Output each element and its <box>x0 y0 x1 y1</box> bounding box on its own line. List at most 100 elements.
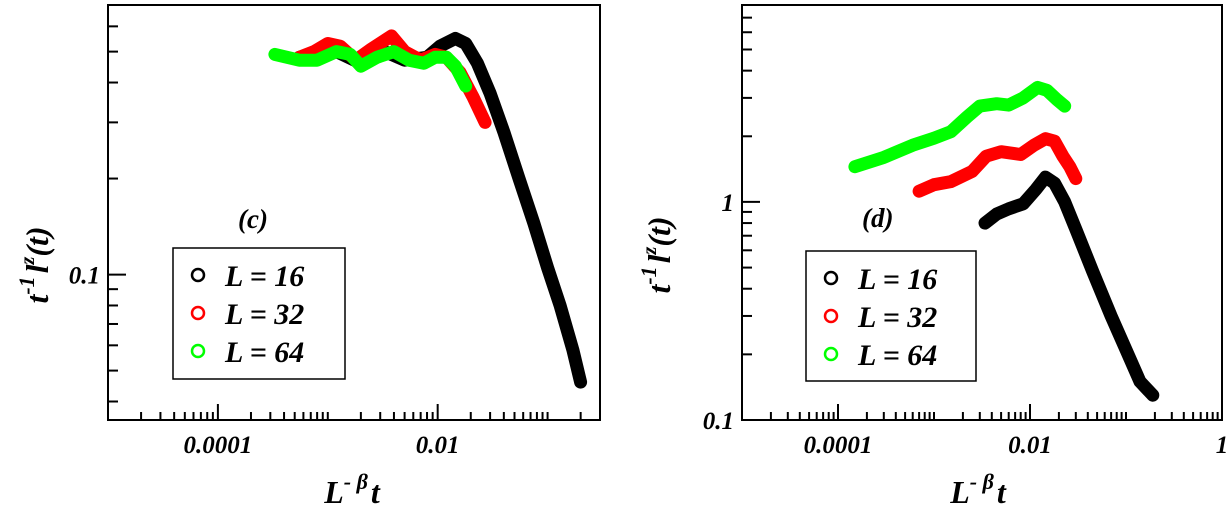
x-axis-label-base: L <box>323 474 344 510</box>
data-point <box>882 156 885 159</box>
legend-label: L = 16 <box>224 260 304 293</box>
legend-marker <box>190 343 206 359</box>
data-point <box>370 47 373 50</box>
data-point <box>518 177 520 180</box>
data-point <box>1055 98 1058 101</box>
legend-label: L = 32 <box>224 298 304 331</box>
x-tick-label: 1 <box>1216 432 1229 459</box>
data-point <box>445 56 448 59</box>
data-point <box>933 183 935 186</box>
y-axis-label-exponent: -1 <box>636 266 661 284</box>
data-point <box>1053 182 1056 185</box>
data-point <box>313 50 316 53</box>
data-point <box>392 50 395 53</box>
data-point <box>579 381 582 384</box>
data-point <box>1019 153 1022 156</box>
x-axis-label-tail: t <box>371 474 381 510</box>
series-line-l64 <box>268 45 473 93</box>
data-point <box>502 130 505 133</box>
data-point <box>984 222 986 225</box>
data-point <box>349 53 352 56</box>
data-point <box>489 92 492 95</box>
panel-label: (c) <box>238 204 268 234</box>
data-point <box>1139 380 1141 383</box>
data-point <box>978 105 981 108</box>
y-axis-label-superscript: z <box>639 246 661 255</box>
x-axis-label-base: L <box>949 474 970 510</box>
y-tick-label: 1 <box>722 190 735 217</box>
data-point <box>1007 104 1010 107</box>
data-point <box>559 304 562 307</box>
data-point <box>933 137 935 140</box>
y-axis-label-tail: (t) <box>641 216 677 246</box>
series-line-l64 <box>848 80 1072 174</box>
x-axis-label-tail: t <box>997 474 1007 510</box>
data-point <box>995 102 998 105</box>
data-point <box>1151 394 1154 397</box>
data-point <box>1045 89 1048 92</box>
data-point <box>464 85 467 87</box>
data-point <box>571 349 574 351</box>
data-point <box>985 155 988 158</box>
data-point <box>949 180 952 183</box>
y-axis-label-exponent: -1 <box>14 276 39 294</box>
x-axis-label-exponent: - β <box>344 469 369 494</box>
data-point <box>439 45 441 48</box>
y-axis-label: t-1 lz(t) <box>14 226 55 303</box>
data-point <box>359 65 362 68</box>
data-point <box>298 59 301 62</box>
data-point <box>532 222 535 225</box>
data-point <box>273 53 276 56</box>
data-point <box>326 42 329 45</box>
data-point <box>1044 176 1047 179</box>
data-point <box>422 62 425 65</box>
data-point <box>949 130 952 133</box>
data-point <box>1044 137 1047 140</box>
data-point <box>1034 188 1037 191</box>
data-point <box>853 165 856 168</box>
legend-label: L = 64 <box>224 336 304 369</box>
data-point <box>335 50 338 53</box>
data-point <box>1000 150 1003 153</box>
data-point <box>1007 207 1010 210</box>
legend-marker <box>823 346 839 362</box>
data-point <box>546 266 549 269</box>
data-point <box>408 59 411 62</box>
data-point <box>476 62 479 65</box>
data-point <box>995 213 998 215</box>
x-tick-label: 0.0001 <box>804 432 873 459</box>
panel-c: 0.0001 0.010.1(c)L = 16L = 32L = 64L- βtt… <box>14 4 601 510</box>
data-point <box>971 170 974 173</box>
x-tick-label: 0.01 <box>416 432 460 459</box>
x-axis-label: L- βt <box>323 469 381 510</box>
data-point <box>472 96 475 99</box>
data-point <box>390 34 393 37</box>
legend-marker <box>190 267 206 283</box>
panel-d: 0.0001 0.01 1 0.1 1 (d) L = 16 L = 32 L = 64 L- β… <box>636 4 1229 510</box>
data-point <box>1036 86 1039 89</box>
data-point <box>464 42 467 45</box>
data-point <box>1074 177 1077 180</box>
panel-label: (d) <box>862 203 893 233</box>
data-point <box>484 121 487 124</box>
series-line-l16 <box>978 170 1160 402</box>
data-point <box>1033 144 1035 147</box>
y-axis-label-mid: l <box>19 264 55 273</box>
data-point <box>1061 155 1064 158</box>
x-axis-label-exponent: - β <box>970 469 995 494</box>
data-point <box>1110 315 1113 317</box>
data-point <box>918 190 921 193</box>
y-axis-label-superscript: z <box>17 256 39 265</box>
y-tick-label: 0.1 <box>703 408 734 435</box>
y-axis-label-tail: (t) <box>19 226 55 256</box>
data-point <box>1022 96 1025 99</box>
legend-marker <box>823 308 839 324</box>
data-point <box>1022 202 1025 205</box>
data-point <box>454 65 457 68</box>
plot-frame <box>107 4 601 421</box>
legend-label: L = 32 <box>857 301 937 334</box>
x-axis-label: L- βt <box>949 469 1007 510</box>
data-point <box>1053 140 1056 143</box>
x-tick-label: 0.0001 <box>184 432 253 459</box>
